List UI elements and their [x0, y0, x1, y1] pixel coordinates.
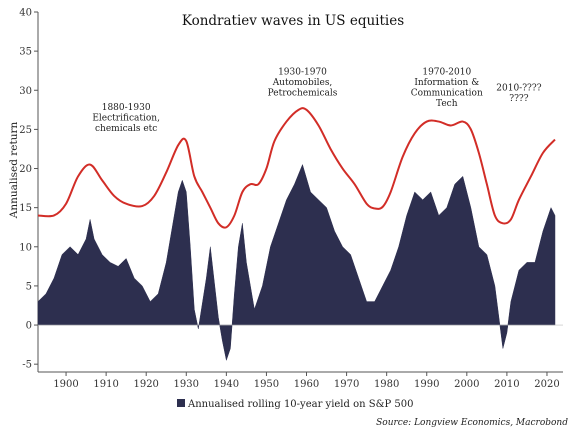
x-tick-label: 1940 — [214, 379, 239, 390]
wave-annotation: Electrification, — [92, 113, 160, 123]
y-axis-label: Annualised return — [8, 122, 20, 220]
wave-annotation: 1930-1970 — [278, 68, 327, 78]
wave-annotation: 1970-2010 — [422, 68, 471, 78]
wave-annotation: ???? — [509, 94, 528, 104]
y-tick-label: 0 — [26, 321, 32, 332]
wave-annotation: 2010-???? — [496, 83, 541, 93]
x-tick-label: 1900 — [53, 379, 78, 390]
y-tick-label: 10 — [19, 242, 32, 253]
x-tick-label: 1970 — [334, 379, 359, 390]
y-tick-label: 20 — [19, 164, 32, 175]
wave-annotation: Information & — [414, 78, 479, 88]
x-tick-label: 1910 — [93, 379, 118, 390]
legend-swatch — [177, 399, 185, 407]
x-tick-label: 2000 — [454, 379, 479, 390]
x-tick-label: 1990 — [414, 379, 439, 390]
x-tick-label: 1950 — [254, 379, 279, 390]
y-tick-label: 35 — [19, 47, 32, 58]
wave-annotation: chemicals etc — [95, 124, 157, 134]
plot-area: -5 0 5 10 15 20 25 30 35 40 1900 1910 1920 1930 1940 19… — [19, 8, 563, 390]
y-tick-label: -5 — [22, 360, 32, 371]
trend-line-series — [37, 107, 556, 229]
y-tick-label: 40 — [19, 8, 32, 19]
x-tick-label: 1920 — [133, 379, 158, 390]
area-series — [37, 163, 556, 362]
wave-annotation: Tech — [436, 99, 458, 109]
y-tick-label: 15 — [19, 203, 32, 214]
wave-annotation: Petrochemicals — [268, 89, 338, 99]
wave-annotation: Automobiles, — [272, 78, 333, 88]
legend: Annualised rolling 10-year yield on S&P … — [177, 399, 413, 410]
chart-title: Kondratiev waves in US equities — [182, 13, 404, 29]
y-tick-label: 25 — [19, 125, 32, 136]
legend-label: Annualised rolling 10-year yield on S&P … — [187, 399, 413, 410]
source-note: Source: Longview Economics, Macrobond — [376, 418, 568, 428]
wave-annotation: Communication — [411, 89, 483, 99]
x-tick-label: 2010 — [494, 379, 519, 390]
wave-annotation: 1880-1930 — [102, 103, 151, 113]
x-tick-label: 2020 — [534, 379, 559, 390]
x-tick-label: 1960 — [294, 379, 319, 390]
x-tick-label: 1980 — [374, 379, 399, 390]
y-tick-label: 5 — [26, 281, 32, 292]
x-tick-label: 1930 — [174, 379, 199, 390]
y-tick-label: 30 — [19, 86, 32, 97]
